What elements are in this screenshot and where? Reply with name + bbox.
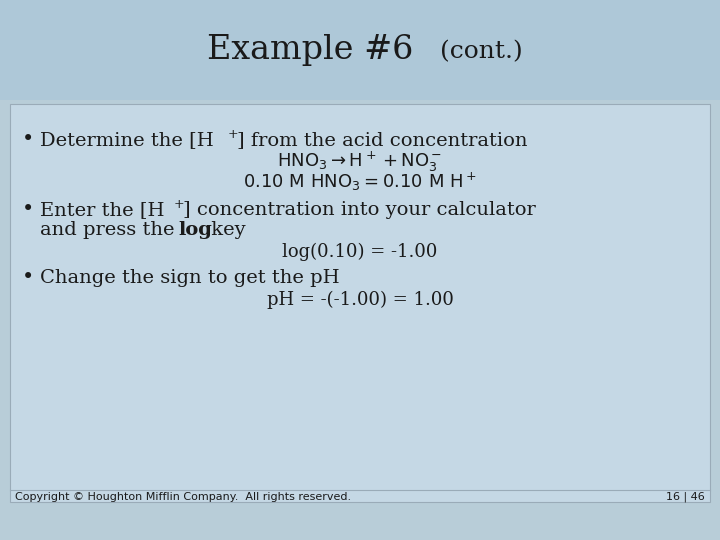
Text: 16 | 46: 16 | 46 [666, 492, 705, 502]
Text: ] from the acid concentration: ] from the acid concentration [237, 131, 528, 149]
Text: log: log [178, 221, 212, 239]
Text: and press the: and press the [40, 221, 181, 239]
Text: Change the sign to get the pH: Change the sign to get the pH [40, 269, 340, 287]
Text: key: key [205, 221, 246, 239]
Text: +: + [174, 198, 184, 211]
Text: +: + [228, 127, 238, 140]
Text: Enter the [H: Enter the [H [40, 201, 164, 219]
Text: Determine the [H: Determine the [H [40, 131, 214, 149]
Text: $\mathrm{0.10\ M\ HNO_3 = 0.10\ M\ H^+}$: $\mathrm{0.10\ M\ HNO_3 = 0.10\ M\ H^+}$ [243, 171, 477, 193]
Text: Copyright © Houghton Mifflin Company.  All rights reserved.: Copyright © Houghton Mifflin Company. Al… [15, 492, 351, 502]
Text: ] concentration into your calculator: ] concentration into your calculator [183, 201, 536, 219]
FancyBboxPatch shape [0, 0, 720, 100]
Text: (cont.): (cont.) [440, 40, 523, 64]
Text: log(0.10) = -1.00: log(0.10) = -1.00 [282, 243, 438, 261]
Text: pH = -(-1.00) = 1.00: pH = -(-1.00) = 1.00 [266, 291, 454, 309]
Text: $\mathrm{HNO_3 \rightarrow H^+ + NO_3^-}$: $\mathrm{HNO_3 \rightarrow H^+ + NO_3^-}… [277, 150, 443, 174]
FancyBboxPatch shape [10, 104, 710, 502]
Text: •: • [22, 131, 35, 150]
Text: Example #6: Example #6 [207, 34, 413, 66]
Text: •: • [22, 200, 35, 219]
Text: •: • [22, 268, 35, 287]
